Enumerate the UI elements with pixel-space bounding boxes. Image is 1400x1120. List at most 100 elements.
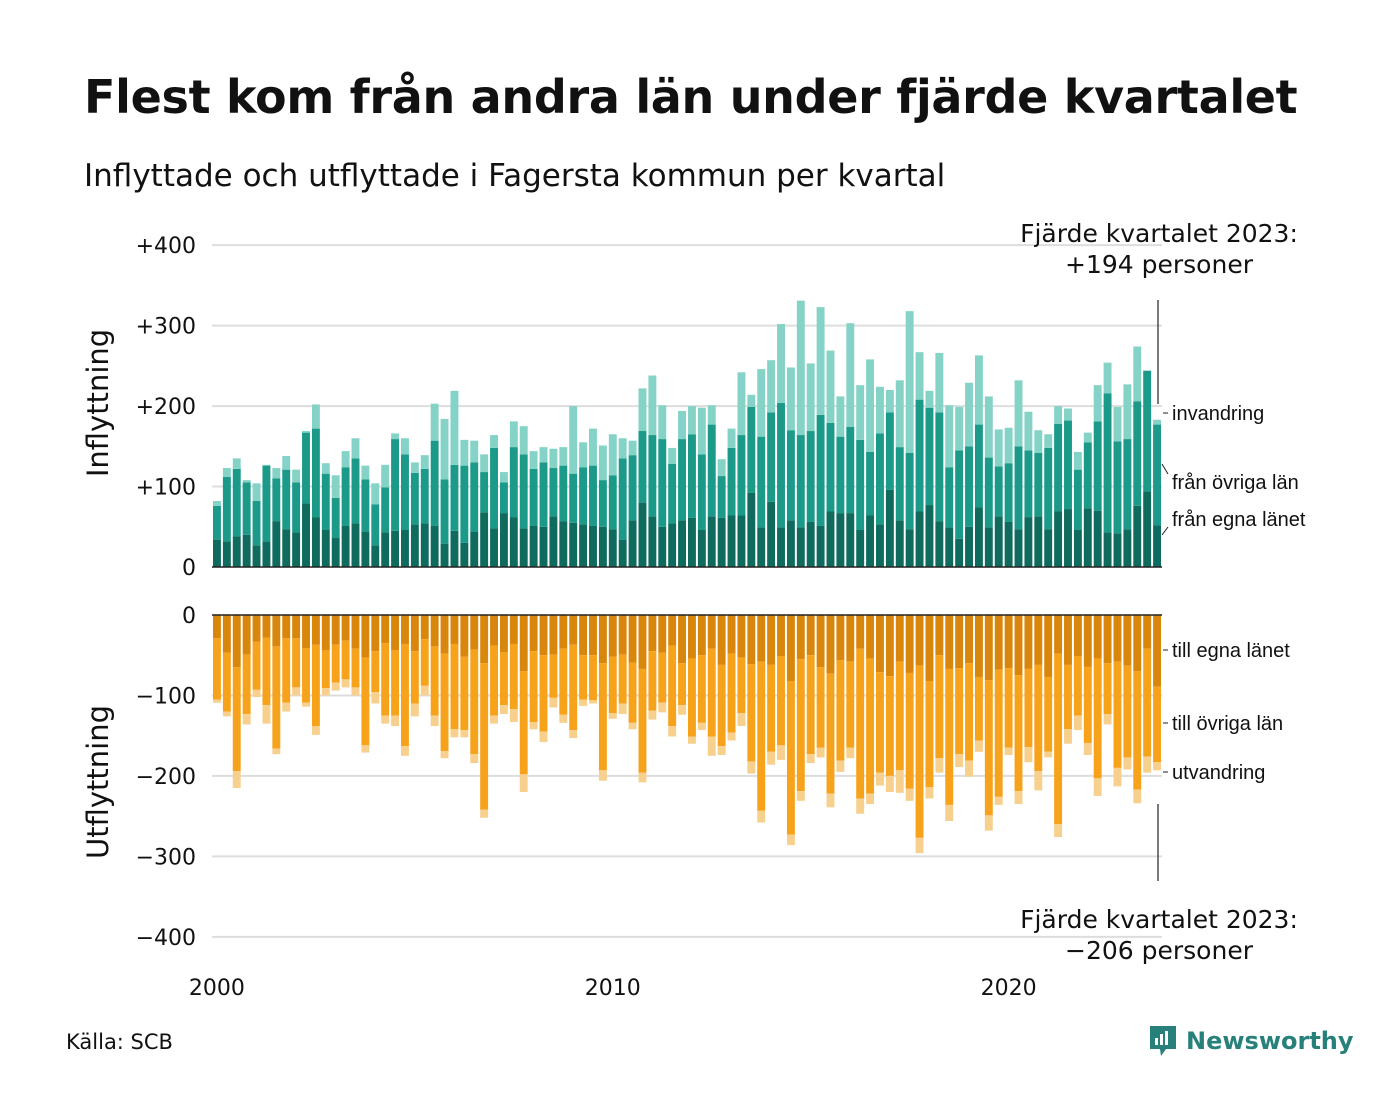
bar-out-lan xyxy=(974,615,983,677)
bar-in-lan xyxy=(222,541,231,567)
bar-out-ovr xyxy=(559,648,568,715)
bar-in-inv xyxy=(1004,427,1013,464)
bar-out-lan xyxy=(717,615,726,665)
y-tick-label: 0 xyxy=(182,556,196,581)
bar-in-ovr xyxy=(499,482,508,514)
bar-in-inv xyxy=(648,375,657,436)
bar-in-ovr xyxy=(658,439,667,527)
bar-in-ovr xyxy=(321,473,330,530)
bar-out-ovr xyxy=(717,664,726,747)
bar-out-ovr xyxy=(955,668,964,755)
bar-out-lan xyxy=(885,615,894,677)
bar-out-lan xyxy=(1004,615,1013,669)
bar-in-lan xyxy=(519,528,528,567)
bar-out-ovr xyxy=(242,654,251,714)
bar-in-ovr xyxy=(678,439,687,521)
bar-in-ovr xyxy=(391,439,400,531)
bar-in-ovr xyxy=(786,430,795,521)
bar-out-utv xyxy=(1083,742,1092,755)
bar-out-ovr xyxy=(232,667,241,772)
bar-in-ovr xyxy=(272,478,281,522)
bar-in-ovr xyxy=(836,436,845,514)
bar-in-inv xyxy=(1123,384,1132,440)
bar-in-lan xyxy=(529,525,538,567)
bar-in-inv xyxy=(786,367,795,431)
bar-out-utv xyxy=(816,747,825,758)
bar-in-ovr xyxy=(420,468,429,524)
bar-in-inv xyxy=(717,459,726,477)
inflow-bars xyxy=(212,300,1162,567)
bar-out-lan xyxy=(935,615,944,656)
bar-out-ovr xyxy=(529,651,538,723)
bar-in-lan xyxy=(341,525,350,567)
bar-in-ovr xyxy=(1153,424,1162,526)
bar-out-utv xyxy=(450,729,459,738)
bar-out-ovr xyxy=(974,676,983,741)
bar-out-utv xyxy=(806,754,815,764)
bar-out-lan xyxy=(1034,615,1043,665)
bar-in-lan xyxy=(1143,491,1152,567)
bar-in-lan xyxy=(311,517,320,567)
bar-out-lan xyxy=(1093,615,1102,659)
bar-in-inv xyxy=(618,438,627,459)
bar-in-inv xyxy=(262,464,271,466)
bar-in-ovr xyxy=(915,399,924,512)
bar-out-ovr xyxy=(608,656,617,714)
bar-in-lan xyxy=(994,516,1003,567)
bar-in-lan xyxy=(252,545,261,567)
bar-out-ovr xyxy=(895,661,904,771)
bar-in-inv xyxy=(806,363,815,432)
bar-in-lan xyxy=(549,516,558,567)
bar-in-inv xyxy=(1153,419,1162,425)
newsworthy-logo: Newsworthy xyxy=(1148,1024,1354,1058)
bar-out-ovr xyxy=(1103,663,1112,714)
bar-in-inv xyxy=(371,483,380,505)
bar-out-ovr xyxy=(1004,668,1013,748)
y-tick-label: +300 xyxy=(136,315,196,340)
bar-in-ovr xyxy=(697,454,706,530)
bar-out-utv xyxy=(1103,713,1112,725)
bar-out-lan xyxy=(598,615,607,664)
label-fran-ovriga-lan: från övriga län xyxy=(1172,472,1299,494)
bar-out-utv xyxy=(371,692,380,704)
bar-in-lan xyxy=(866,515,875,567)
bar-out-ovr xyxy=(470,649,479,755)
bar-in-inv xyxy=(777,324,785,403)
bar-out-lan xyxy=(460,615,469,657)
bar-in-inv xyxy=(579,442,588,468)
bar-out-ovr xyxy=(539,655,548,732)
bar-in-inv xyxy=(1103,362,1112,394)
bar-out-lan xyxy=(777,615,785,657)
bar-out-lan xyxy=(371,615,380,652)
bar-in-ovr xyxy=(410,472,419,525)
bar-out-lan xyxy=(1083,615,1092,667)
bar-in-lan xyxy=(1073,529,1082,567)
bar-out-lan xyxy=(965,615,973,664)
bar-out-utv xyxy=(796,791,805,801)
bar-in-ovr xyxy=(302,432,310,504)
bar-in-lan xyxy=(618,539,627,567)
logo-text: Newsworthy xyxy=(1186,1027,1354,1055)
bar-out-lan xyxy=(470,615,479,650)
bar-in-ovr xyxy=(539,462,548,527)
bar-in-lan xyxy=(490,528,498,567)
bar-out-lan xyxy=(242,615,251,655)
y-tick-label: −200 xyxy=(136,765,196,790)
bar-out-utv xyxy=(391,715,400,727)
bar-in-inv xyxy=(638,388,647,432)
bar-out-utv xyxy=(242,713,251,725)
bar-out-ovr xyxy=(866,658,875,794)
bar-out-utv xyxy=(836,760,845,772)
bar-in-inv xyxy=(499,472,508,483)
bar-out-ovr xyxy=(272,646,281,749)
bar-out-utv xyxy=(767,751,776,765)
bar-in-inv xyxy=(490,435,498,448)
bar-out-ovr xyxy=(430,646,439,716)
bar-in-ovr xyxy=(341,467,350,526)
bar-in-ovr xyxy=(1103,393,1112,533)
bar-out-lan xyxy=(1024,615,1033,669)
bar-in-lan xyxy=(420,523,429,567)
bar-in-inv xyxy=(608,434,617,476)
bar-in-lan xyxy=(460,542,469,567)
bar-in-inv xyxy=(252,483,261,502)
